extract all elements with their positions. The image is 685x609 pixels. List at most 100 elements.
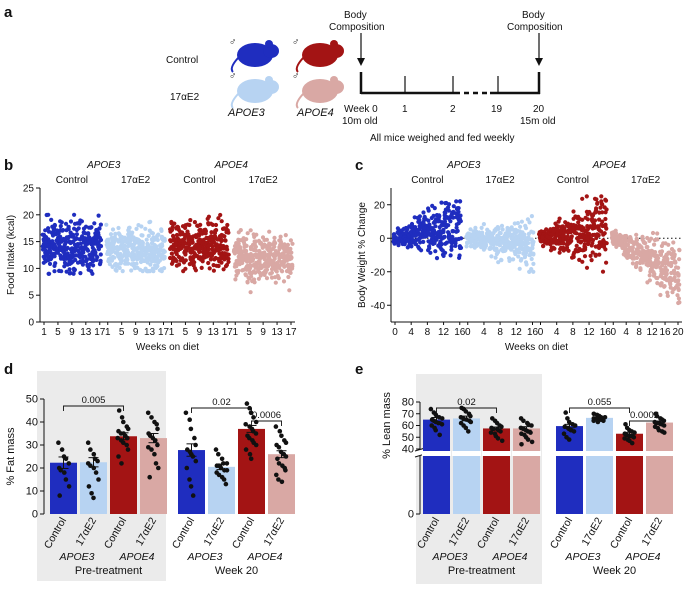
- data-point: [413, 225, 418, 230]
- data-point: [125, 257, 130, 262]
- data-point: [421, 239, 426, 244]
- data-point: [672, 254, 677, 259]
- x-tick-label: 5: [55, 327, 61, 338]
- data-point: [77, 250, 82, 255]
- data-point: [499, 438, 505, 444]
- data-point: [235, 241, 240, 246]
- panel-label-d: d: [4, 361, 13, 378]
- data-point: [75, 244, 80, 249]
- data-point: [518, 224, 523, 229]
- data-point: [95, 255, 100, 260]
- data-point: [446, 205, 451, 210]
- data-point: [93, 250, 98, 255]
- data-point: [248, 456, 254, 462]
- data-point: [67, 267, 72, 272]
- data-point: [269, 270, 274, 275]
- data-point: [530, 242, 535, 248]
- data-point: [66, 461, 72, 466]
- data-point: [676, 300, 681, 306]
- data-point: [72, 267, 77, 272]
- data-point: [147, 269, 152, 274]
- data-point: [122, 243, 128, 248]
- period-label: Pre-treatment: [448, 565, 515, 577]
- y-tick-label: 20: [374, 200, 386, 211]
- data-point: [585, 236, 590, 241]
- x-tick-label: 17: [94, 327, 106, 338]
- data-point: [59, 269, 64, 274]
- data-point: [146, 233, 151, 238]
- data-point: [199, 265, 204, 270]
- data-point: [134, 261, 139, 266]
- data-point: [55, 250, 61, 255]
- data-point: [676, 265, 681, 270]
- data-point: [439, 416, 445, 421]
- data-point: [633, 264, 639, 270]
- x-tick-label: 12: [438, 327, 450, 338]
- data-point: [192, 435, 197, 441]
- group-label: 17αE2: [631, 175, 661, 186]
- data-point: [531, 261, 536, 266]
- data-point: [108, 232, 114, 237]
- data-point: [78, 271, 83, 276]
- data-point: [287, 288, 292, 293]
- data-point: [499, 424, 504, 430]
- data-point: [468, 419, 474, 425]
- x-tick-label: 0: [610, 327, 616, 338]
- data-point: [244, 243, 249, 248]
- data-point: [110, 254, 116, 259]
- data-point: [521, 418, 526, 424]
- period-label: Week 20: [593, 565, 636, 577]
- data-point: [116, 454, 121, 459]
- data-point: [159, 227, 164, 232]
- data-point: [110, 238, 115, 243]
- x-tick-label: 13: [144, 327, 156, 338]
- data-point: [119, 415, 125, 420]
- group-label: Control: [183, 175, 215, 186]
- data-point: [593, 210, 598, 215]
- data-point: [630, 245, 635, 250]
- data-point: [125, 426, 131, 432]
- data-point: [216, 451, 221, 457]
- data-point: [125, 435, 130, 441]
- data-point: [206, 214, 211, 219]
- data-point: [52, 254, 57, 259]
- data-point: [47, 261, 53, 266]
- data-point: [637, 245, 642, 250]
- data-point: [433, 249, 438, 254]
- y-tick-label: 0: [32, 509, 38, 521]
- y-tick-label: -40: [371, 301, 386, 312]
- data-point: [599, 194, 604, 199]
- data-point: [557, 250, 562, 255]
- data-point: [224, 461, 230, 466]
- data-point: [198, 222, 203, 227]
- data-point: [245, 231, 250, 236]
- data-point: [183, 258, 188, 263]
- data-point: [91, 465, 97, 471]
- data-point: [267, 241, 272, 246]
- x-tick-label: 8: [636, 327, 642, 338]
- data-point: [655, 256, 660, 261]
- data-point: [223, 227, 228, 232]
- data-point: [59, 220, 64, 225]
- data-point: [190, 454, 196, 459]
- data-point: [155, 426, 160, 432]
- data-point: [658, 292, 663, 298]
- data-point: [243, 422, 248, 427]
- data-point: [273, 280, 278, 285]
- data-point: [91, 263, 96, 268]
- data-point: [398, 233, 403, 238]
- data-point: [437, 213, 442, 218]
- data-point: [50, 239, 55, 244]
- genotype-label-apoe4: APOE4: [214, 160, 249, 171]
- data-point: [627, 236, 632, 241]
- data-point: [290, 262, 295, 267]
- x-tick-label: 9: [260, 327, 266, 338]
- data-point: [96, 213, 101, 218]
- data-point: [428, 250, 433, 255]
- data-point: [647, 238, 652, 243]
- data-point: [169, 251, 174, 256]
- data-point: [223, 481, 229, 487]
- data-point: [111, 242, 116, 247]
- data-point: [171, 256, 176, 261]
- data-point: [117, 265, 122, 270]
